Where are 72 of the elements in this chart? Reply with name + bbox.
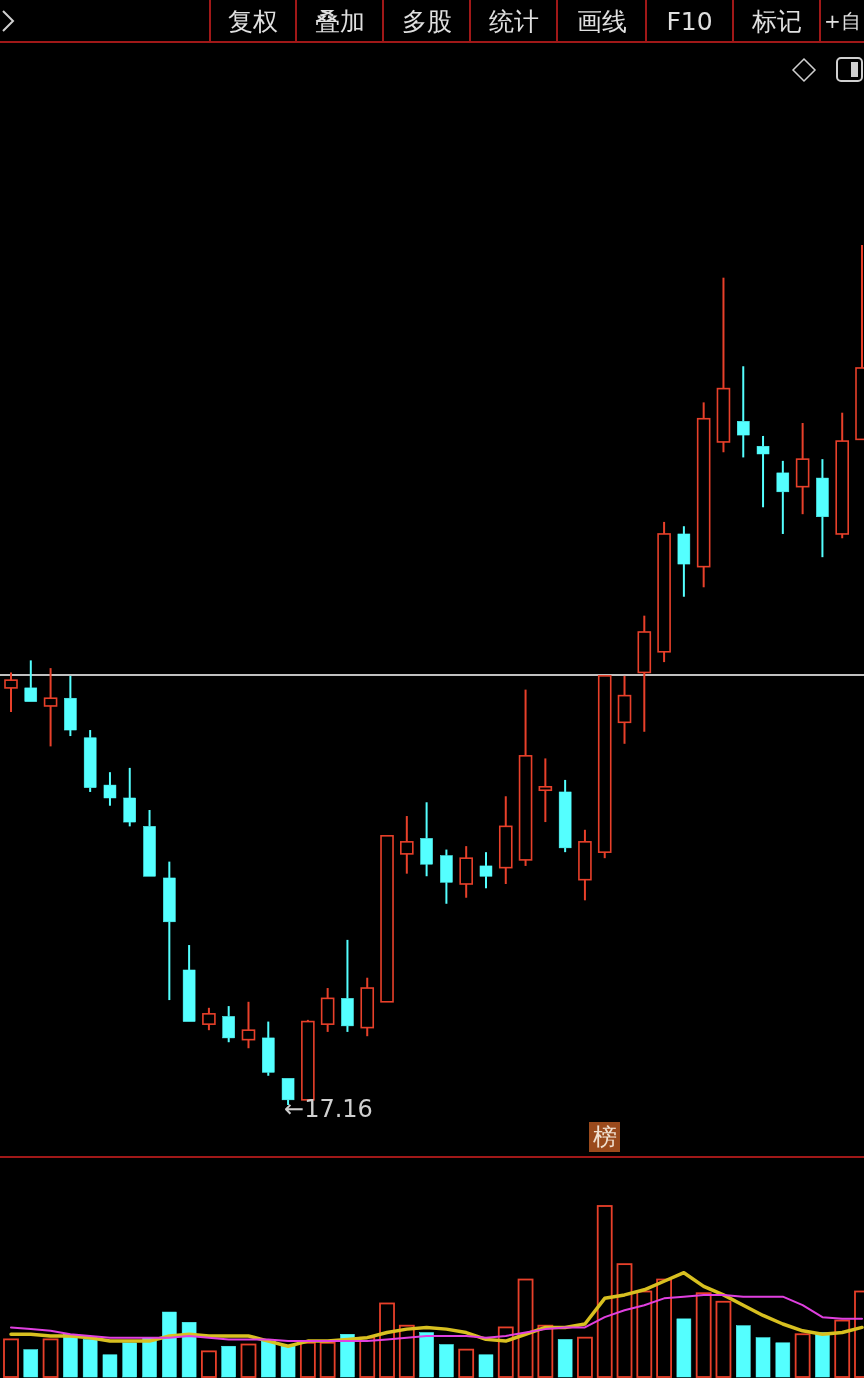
candlestick: [578, 828, 592, 902]
candlestick: [637, 614, 652, 733]
bar: [794, 1333, 811, 1378]
bar: [122, 1342, 137, 1378]
bar: [419, 1332, 434, 1378]
candlestick: [776, 459, 790, 535]
bar: [537, 1324, 554, 1378]
bar: [299, 1341, 316, 1378]
bar: [656, 1278, 672, 1378]
bar: [439, 1344, 454, 1378]
bar: [815, 1332, 830, 1378]
candlestick: [163, 860, 176, 1002]
candlestick: [103, 771, 117, 807]
candlestick: [538, 757, 553, 824]
text: +自: [824, 9, 861, 33]
candlestick: [459, 845, 473, 899]
candlestick: [4, 671, 18, 713]
candlestick: [677, 525, 691, 598]
bar: [834, 1319, 851, 1378]
bar: [201, 1350, 217, 1378]
text: 榜: [592, 1123, 617, 1151]
candlestick: [420, 801, 433, 878]
text: 画线: [576, 6, 627, 36]
bar: [775, 1342, 791, 1378]
text: 标记: [750, 6, 802, 36]
candlestick: [795, 422, 810, 516]
bar: [181, 1322, 197, 1378]
bar: [636, 1290, 653, 1378]
bar: [240, 1343, 257, 1378]
candlestick: [756, 434, 770, 509]
candlestick: [737, 365, 750, 459]
bar: [676, 1318, 692, 1378]
text: 统计: [488, 6, 539, 36]
bar: [497, 1326, 514, 1378]
candlestick: [43, 667, 58, 748]
text: 多股: [401, 6, 452, 36]
bar: [695, 1292, 712, 1378]
candlestick: [479, 851, 493, 890]
bar: [162, 1311, 177, 1378]
bar: [3, 1338, 19, 1378]
bar: [261, 1340, 276, 1378]
bar: [379, 1302, 395, 1378]
bar: [736, 1325, 751, 1378]
bar: [340, 1334, 355, 1378]
text: 复权: [228, 6, 278, 36]
candlestick: [816, 458, 829, 559]
bar: [42, 1338, 59, 1378]
bar: [221, 1345, 236, 1378]
candlestick: [696, 401, 711, 589]
bar: [82, 1339, 98, 1378]
text: F10: [666, 6, 713, 36]
bar: [280, 1345, 296, 1378]
bar: [755, 1337, 771, 1378]
bar: [398, 1324, 415, 1378]
bar: [23, 1349, 39, 1378]
bar: [102, 1354, 118, 1378]
candlestick: [320, 987, 335, 1033]
text: 叠加: [314, 6, 365, 36]
bar: [596, 1205, 613, 1378]
bar: [319, 1341, 336, 1378]
bar: [458, 1348, 475, 1378]
bar: [715, 1300, 732, 1378]
candlestick: [498, 795, 513, 885]
bar: [616, 1263, 633, 1378]
candlestick: [241, 1000, 256, 1050]
bar: [557, 1339, 573, 1378]
bar: [517, 1278, 534, 1378]
bar: [577, 1336, 593, 1378]
candlestick: [617, 674, 632, 745]
candlestick: [400, 815, 414, 875]
annotation: ←17.16: [284, 1095, 373, 1123]
bar: [478, 1354, 494, 1378]
